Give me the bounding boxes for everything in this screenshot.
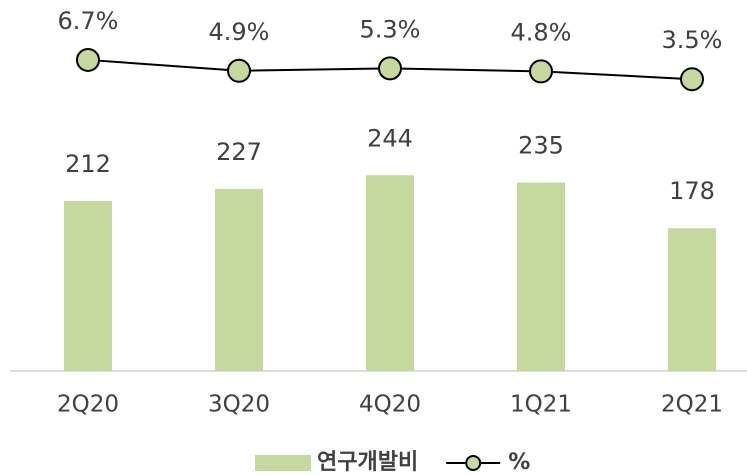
- line-label: 4.8%: [511, 18, 572, 46]
- bar: [215, 188, 263, 371]
- line-label: 6.7%: [58, 7, 119, 35]
- bar-label: 227: [216, 138, 262, 166]
- legend-label: %: [508, 450, 530, 475]
- bar-label: 178: [669, 177, 715, 205]
- line-label: 4.9%: [209, 18, 270, 46]
- line-label: 3.5%: [662, 26, 723, 54]
- x-tick-label: 2Q20: [57, 392, 119, 418]
- line-marker: [76, 47, 100, 72]
- line-marker: [680, 67, 704, 92]
- x-tick-label: 3Q20: [208, 392, 270, 418]
- line-label: 5.3%: [360, 15, 421, 43]
- line-marker: [529, 59, 553, 84]
- bar: [517, 182, 565, 371]
- x-tick-label: 2Q21: [661, 392, 723, 418]
- x-tick-label: 4Q20: [359, 392, 421, 418]
- line-marker: [227, 58, 251, 83]
- bar-label: 235: [518, 131, 564, 159]
- bar-label: 244: [367, 124, 413, 152]
- legend-label: 연구개발비: [317, 450, 418, 475]
- bar: [366, 175, 414, 371]
- bar: [64, 200, 112, 371]
- legend-swatch: [255, 455, 311, 471]
- bar: [668, 228, 716, 371]
- line-marker: [378, 56, 402, 81]
- x-tick-label: 1Q21: [510, 392, 572, 418]
- bar-label: 212: [65, 150, 111, 178]
- legend-swatch: [465, 455, 482, 471]
